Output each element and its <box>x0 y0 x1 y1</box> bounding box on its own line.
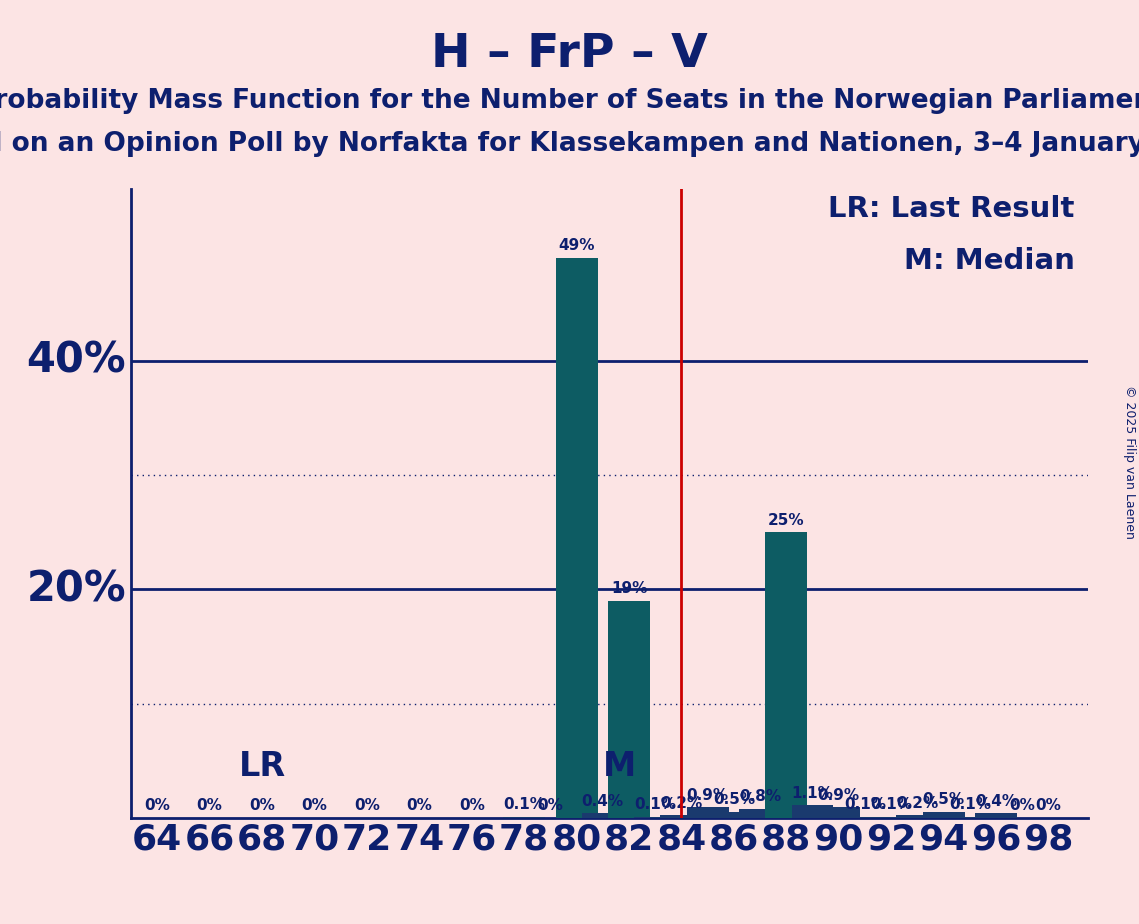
Bar <box>582 813 624 818</box>
Text: 0.8%: 0.8% <box>739 789 781 804</box>
Text: 0.1%: 0.1% <box>844 797 886 812</box>
Text: 25%: 25% <box>768 513 804 528</box>
Text: 20%: 20% <box>26 568 126 610</box>
Bar <box>818 808 860 818</box>
Text: 0%: 0% <box>538 798 564 813</box>
Text: 0%: 0% <box>197 798 222 813</box>
Text: H – FrP – V: H – FrP – V <box>432 32 707 78</box>
Bar <box>661 816 703 818</box>
Text: 0%: 0% <box>302 798 327 813</box>
Text: 0%: 0% <box>459 798 485 813</box>
Bar <box>739 808 781 818</box>
Text: 0.5%: 0.5% <box>923 793 965 808</box>
Text: M: M <box>603 750 636 784</box>
Bar <box>975 813 1017 818</box>
Bar <box>713 812 755 818</box>
Text: 0.4%: 0.4% <box>975 794 1017 808</box>
Text: 40%: 40% <box>26 340 126 382</box>
Bar <box>608 601 650 818</box>
Bar <box>896 816 939 818</box>
Text: 0%: 0% <box>407 798 433 813</box>
Bar <box>844 817 886 818</box>
Bar <box>870 817 912 818</box>
Text: 0%: 0% <box>1035 798 1062 813</box>
Text: M: Median: M: Median <box>903 247 1074 274</box>
Text: 0.1%: 0.1% <box>870 797 912 812</box>
Text: 0%: 0% <box>249 798 274 813</box>
Text: LR: LR <box>238 750 286 784</box>
Text: 0.9%: 0.9% <box>687 788 729 803</box>
Bar <box>923 812 965 818</box>
Text: 0%: 0% <box>145 798 170 813</box>
Text: 0.9%: 0.9% <box>818 788 860 803</box>
Text: 49%: 49% <box>558 238 595 253</box>
Text: 0.5%: 0.5% <box>713 793 755 808</box>
Text: © 2025 Filip van Laenen: © 2025 Filip van Laenen <box>1123 385 1137 539</box>
Text: LR: Last Result: LR: Last Result <box>828 195 1074 223</box>
Bar <box>556 258 598 818</box>
Bar <box>792 805 834 818</box>
Text: 0%: 0% <box>1009 798 1035 813</box>
Bar <box>949 817 991 818</box>
Text: 0.1%: 0.1% <box>949 797 991 812</box>
Text: Based on an Opinion Poll by Norfakta for Klassekampen and Nationen, 3–4 January : Based on an Opinion Poll by Norfakta for… <box>0 131 1139 157</box>
Text: 19%: 19% <box>611 581 647 596</box>
Text: 0.2%: 0.2% <box>896 796 939 811</box>
Text: 0.2%: 0.2% <box>661 796 703 811</box>
Text: Probability Mass Function for the Number of Seats in the Norwegian Parliament: Probability Mass Function for the Number… <box>0 88 1139 114</box>
Text: 0.4%: 0.4% <box>582 794 624 808</box>
Text: 0.1%: 0.1% <box>634 797 677 812</box>
Text: 1.1%: 1.1% <box>792 785 834 800</box>
Text: 0%: 0% <box>354 798 379 813</box>
Text: 0.1%: 0.1% <box>503 797 546 812</box>
Bar <box>503 817 546 818</box>
Bar <box>765 532 808 818</box>
Bar <box>687 808 729 818</box>
Bar <box>634 817 677 818</box>
